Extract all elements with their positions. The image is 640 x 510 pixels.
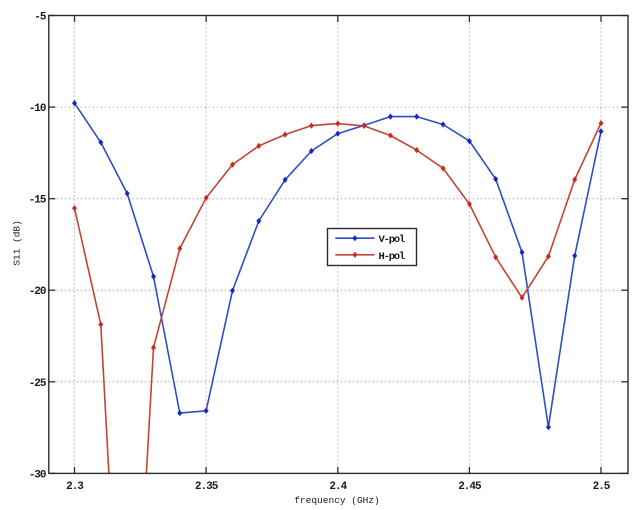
svg-text:2.3: 2.3	[66, 481, 84, 493]
svg-text:H-pol: H-pol	[379, 251, 405, 263]
svg-text:-20: -20	[29, 286, 46, 298]
svg-text:-10: -10	[29, 103, 46, 115]
svg-text:frequency (GHz): frequency (GHz)	[294, 495, 380, 506]
svg-text:-15: -15	[29, 195, 47, 207]
svg-text:-5: -5	[34, 12, 47, 24]
svg-text:2.35: 2.35	[195, 481, 219, 493]
svg-text:S11 (dB): S11 (dB)	[12, 220, 23, 266]
svg-text:-25: -25	[29, 378, 47, 390]
svg-text:-30: -30	[29, 469, 46, 481]
svg-text:V-pol: V-pol	[379, 234, 405, 246]
svg-text:2.4: 2.4	[329, 481, 347, 493]
svg-text:2.45: 2.45	[458, 481, 482, 493]
svg-text:2.5: 2.5	[593, 481, 611, 493]
